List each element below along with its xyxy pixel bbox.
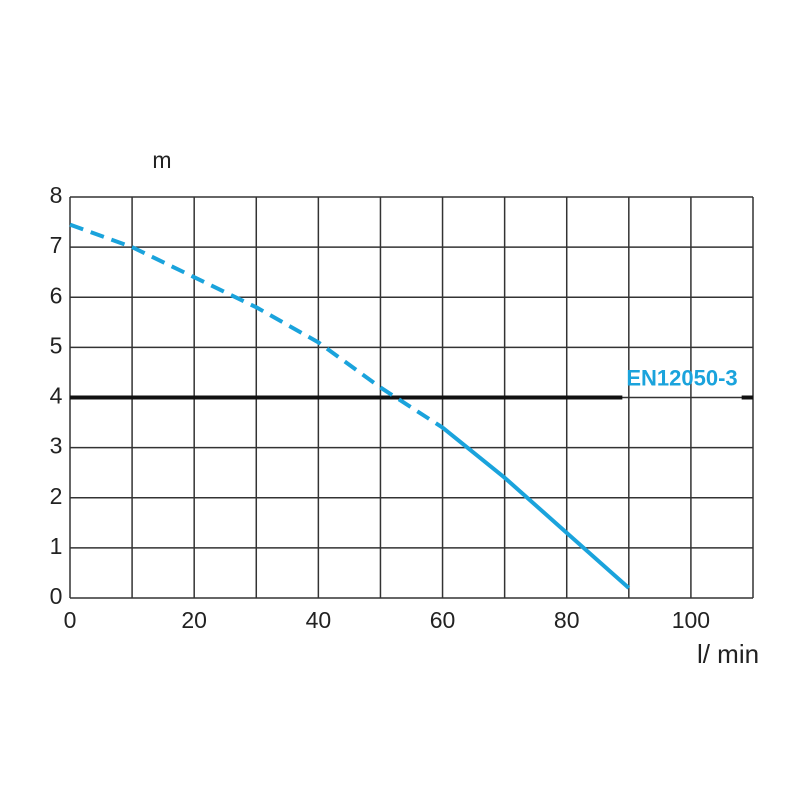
y-tick-label: 7	[50, 232, 63, 258]
x-tick-label: 0	[64, 607, 77, 633]
x-tick-label: 40	[306, 607, 332, 633]
x-tick-label: 80	[554, 607, 580, 633]
y-tick-label: 0	[50, 583, 63, 609]
y-tick-label: 3	[50, 433, 63, 459]
y-tick-label: 1	[50, 533, 63, 559]
y-axis-label: m	[152, 147, 171, 173]
x-axis-label: l/ min	[697, 639, 759, 669]
x-tick-label: 20	[181, 607, 207, 633]
y-tick-label: 5	[50, 332, 63, 358]
x-tick-label: 60	[430, 607, 456, 633]
y-tick-label: 4	[50, 383, 63, 409]
y-tick-label: 6	[50, 282, 63, 308]
pump-curve	[441, 426, 631, 590]
y-tick-label: 8	[50, 182, 63, 208]
reference-label: EN12050-3	[626, 365, 737, 390]
x-tick-label: 100	[672, 607, 710, 633]
pump-curve	[69, 222, 444, 430]
y-tick-label: 2	[50, 483, 63, 509]
